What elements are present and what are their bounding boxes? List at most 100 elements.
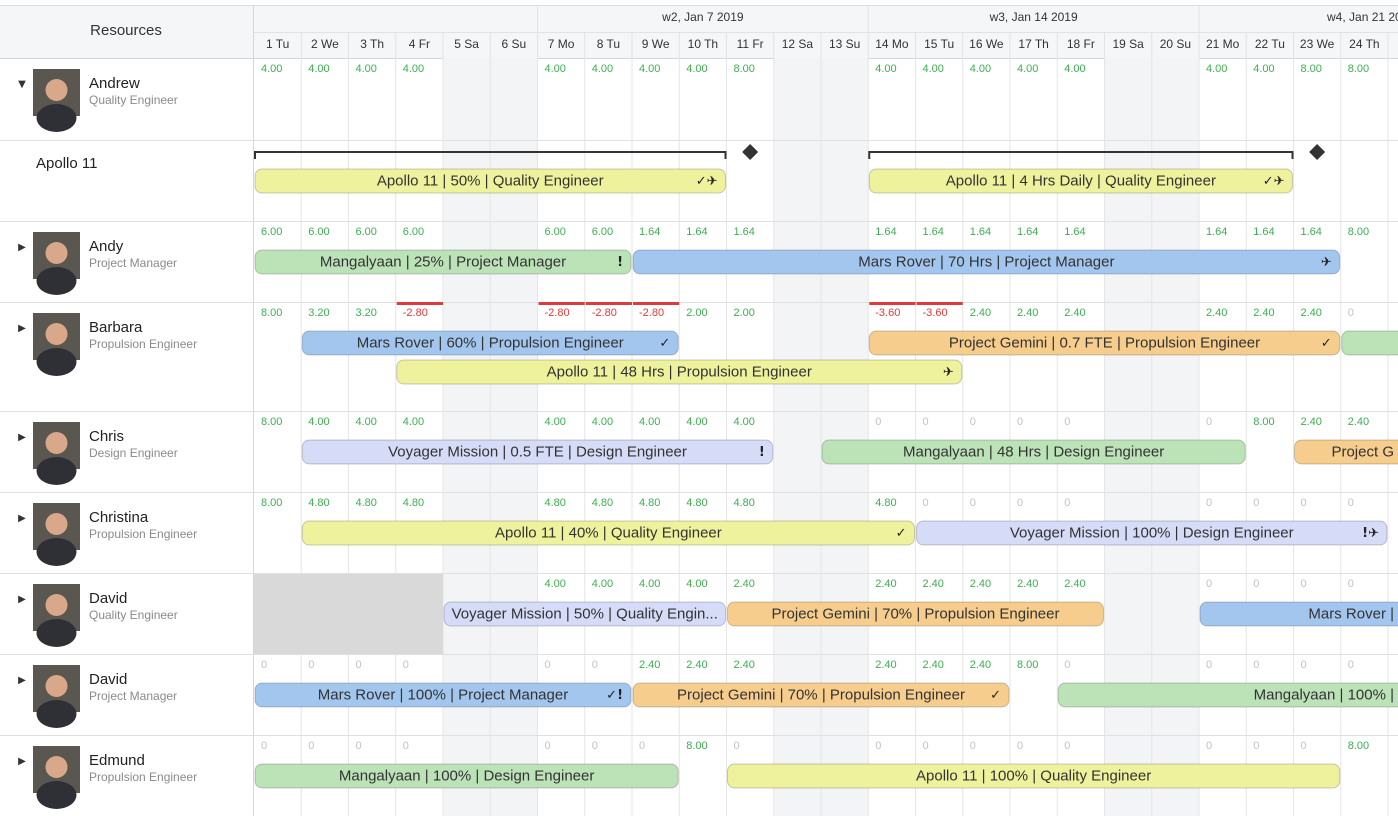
avatar-face	[45, 432, 68, 454]
assignment-bar[interactable]	[868, 330, 1341, 356]
expand-toggle[interactable]: ▶	[18, 675, 26, 686]
allocation-value: 0	[1301, 497, 1307, 509]
assignment-bar[interactable]	[1294, 439, 1398, 465]
allocation-value: 0	[1301, 740, 1307, 752]
allocation-value: 8.00	[261, 497, 282, 509]
day-label: 23 We	[1300, 37, 1335, 51]
allocation-value: 0	[1064, 497, 1070, 509]
allocation-value: 0	[1017, 740, 1023, 752]
resource-name: Andy	[89, 238, 124, 255]
bar-label: Voyager Mission | 50% | Quality Engin...	[452, 605, 718, 622]
allocation-value: 2.40	[1301, 307, 1322, 319]
expand-toggle[interactable]: ▼	[18, 79, 26, 90]
allocation-value: 0	[1301, 578, 1307, 590]
expand-toggle[interactable]: ▶	[18, 513, 26, 524]
avatar-body	[36, 348, 77, 376]
assignment-bar[interactable]	[396, 359, 963, 385]
allocation-value: 8.00	[1348, 226, 1369, 238]
assignment-bar[interactable]	[254, 763, 679, 789]
allocation-value: 0	[1348, 578, 1354, 590]
assignment-bar[interactable]	[632, 682, 1010, 708]
assignment-bar[interactable]	[1199, 601, 1398, 627]
allocation-value: 0	[1206, 497, 1212, 509]
assignment-bar[interactable]	[727, 763, 1341, 789]
assignment-bar[interactable]	[1341, 330, 1398, 356]
allocation-value: 1.64	[1017, 226, 1038, 238]
day-label: 1 Tu	[266, 37, 289, 51]
allocation-value: 0	[1206, 416, 1212, 428]
allocation-value: 4.00	[923, 63, 944, 75]
assignment-bar[interactable]	[301, 520, 915, 546]
assignment-bar[interactable]	[301, 330, 679, 356]
allocation-value: 0	[923, 416, 929, 428]
allocation-value: 4.00	[592, 578, 613, 590]
allocation-value: 4.00	[356, 63, 377, 75]
allocation-value: 0	[1017, 497, 1023, 509]
allocation-value: 8.00	[261, 307, 282, 319]
day-label: 5 Sa	[454, 37, 479, 51]
assignment-bar[interactable]	[254, 168, 726, 194]
assignment-bar[interactable]	[868, 168, 1293, 194]
allocation-value: 4.80	[639, 497, 660, 509]
assignment-bar[interactable]	[727, 601, 1104, 627]
allocation-value: 2.40	[734, 659, 755, 671]
allocation-value: 4.00	[686, 578, 707, 590]
allocation-value: 0	[1253, 740, 1259, 752]
allocation-value: 2.40	[1064, 307, 1085, 319]
assignment-bar[interactable]	[254, 682, 632, 708]
bar-icons: !✈	[1362, 526, 1379, 541]
allocation-value: 4.00	[1253, 63, 1274, 75]
allocation-value: 6.00	[403, 226, 424, 238]
allocation-value: 2.40	[1348, 416, 1369, 428]
assignment-bar[interactable]	[821, 439, 1246, 465]
bar-label: Mangalyaan | 100% | Design Engineer	[339, 767, 594, 784]
assignment-bar[interactable]	[301, 439, 774, 465]
allocation-value: 2.40	[875, 659, 896, 671]
day-label: 9 We	[642, 37, 670, 51]
bar-label: Project Gemini | 70% | Propulsion Engine…	[772, 605, 1060, 622]
avatar	[33, 665, 80, 728]
allocation-value: 8.00	[261, 416, 282, 428]
resource-name: Edmund	[89, 752, 145, 769]
allocation-value: 6.00	[545, 226, 566, 238]
expand-toggle[interactable]: ▶	[18, 432, 26, 443]
allocation-value: 2.40	[1206, 307, 1227, 319]
allocation-value: 4.00	[403, 416, 424, 428]
allocation-value: 0	[1253, 497, 1259, 509]
bar-icons: ✓	[990, 688, 1001, 703]
assignment-bar[interactable]	[1057, 682, 1398, 708]
resource-role: Project Manager	[89, 256, 177, 270]
allocation-value: 4.00	[261, 63, 282, 75]
assignment-bar[interactable]	[254, 249, 632, 275]
assignment-bar[interactable]	[916, 520, 1388, 546]
allocation-value: 4.00	[308, 63, 329, 75]
resource-name: Chris	[89, 428, 124, 445]
bar-label: Mangalyaan | 48 Hrs | Design Engineer	[903, 443, 1164, 460]
expand-toggle[interactable]: ▶	[18, 323, 26, 334]
allocation-value: 8.00	[1348, 740, 1369, 752]
allocation-value: 0	[545, 659, 551, 671]
expand-toggle[interactable]: ▶	[18, 242, 26, 253]
avatar-body	[36, 104, 77, 132]
allocation-value: 0	[1348, 497, 1354, 509]
avatar	[33, 313, 80, 376]
allocation-value: 4.80	[734, 497, 755, 509]
bar-label: Mars Rover | 100% | Project Manager	[318, 686, 568, 703]
allocation-value: -3.60	[923, 307, 948, 319]
assignment-bar[interactable]	[443, 601, 726, 627]
week-label: w3, Jan 14 2019	[989, 10, 1078, 24]
allocation-value: 4.00	[1064, 63, 1085, 75]
expand-toggle[interactable]: ▶	[18, 756, 26, 767]
allocation-value: 1.64	[639, 226, 660, 238]
resource-role: Quality Engineer	[89, 93, 178, 107]
expand-toggle[interactable]: ▶	[18, 594, 26, 605]
allocation-value: 4.00	[734, 416, 755, 428]
resource-role: Propulsion Engineer	[89, 527, 197, 541]
allocation-value: 2.40	[686, 659, 707, 671]
allocation-value: 2.40	[1017, 307, 1038, 319]
assignment-bar[interactable]	[632, 249, 1341, 275]
allocation-value: -2.80	[639, 307, 664, 319]
header-bg	[0, 5, 1398, 58]
allocation-value: 4.00	[639, 63, 660, 75]
